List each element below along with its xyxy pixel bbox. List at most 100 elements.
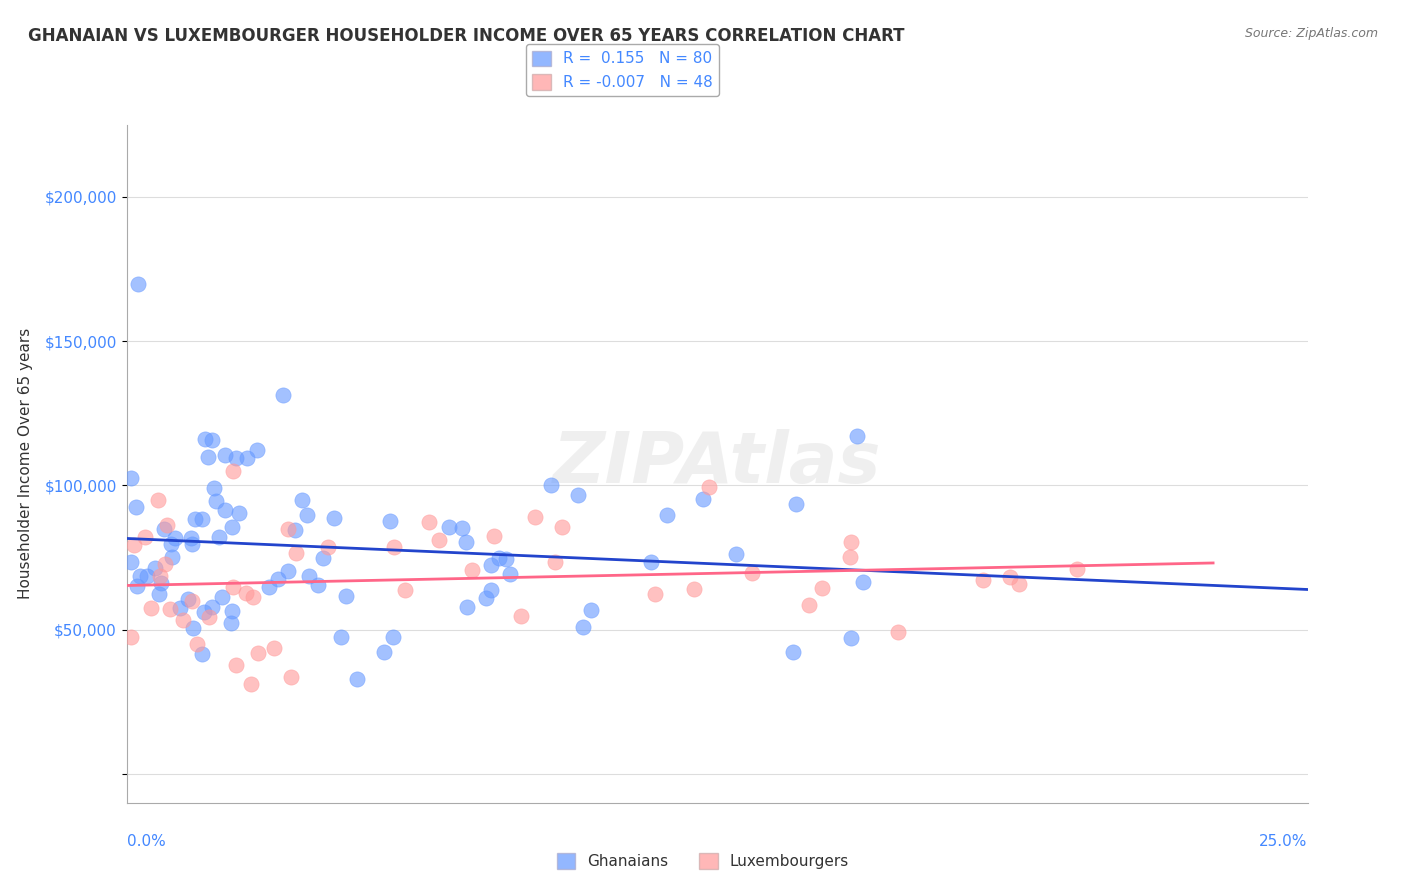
Point (160, 537, 183, 551)
Point (839, 550, 862, 565)
Point (1008, 577, 1031, 591)
Point (181, 537, 204, 551)
Point (120, 471, 142, 485)
Point (846, 428, 869, 442)
Y-axis label: Householder Income Over 65 years: Householder Income Over 65 years (18, 328, 34, 599)
Point (488, 550, 510, 565)
Point (307, 578, 329, 592)
Point (202, 481, 225, 495)
Point (682, 582, 704, 597)
Point (284, 546, 307, 560)
Point (214, 503, 236, 517)
Point (122, 538, 145, 552)
Point (295, 508, 318, 522)
Point (194, 432, 217, 446)
Point (149, 568, 172, 582)
Point (207, 530, 229, 544)
Point (456, 600, 478, 615)
Point (163, 531, 186, 545)
Point (291, 492, 314, 507)
Point (851, 575, 873, 590)
Point (120, 555, 142, 569)
Point (524, 510, 547, 524)
Point (323, 511, 346, 525)
Point (143, 561, 166, 575)
Point (479, 582, 502, 597)
Point (429, 533, 451, 548)
Point (697, 480, 720, 494)
Point (139, 600, 162, 615)
Text: Source: ZipAtlas.com: Source: ZipAtlas.com (1244, 27, 1378, 40)
Point (152, 522, 174, 536)
Point (169, 601, 191, 615)
Point (572, 619, 595, 633)
Point (153, 557, 176, 571)
Point (127, 579, 149, 593)
Point (277, 564, 299, 578)
Point (211, 591, 233, 605)
Point (692, 491, 714, 506)
Point (451, 521, 474, 535)
Point (221, 520, 243, 534)
Point (198, 609, 221, 624)
Point (280, 670, 302, 684)
Point (579, 603, 602, 617)
Point (247, 646, 270, 660)
Point (298, 568, 321, 582)
Point (499, 567, 522, 582)
Point (437, 520, 460, 534)
Point (263, 640, 285, 655)
Point (346, 672, 368, 686)
Point (162, 549, 184, 564)
Point (236, 451, 259, 466)
Point (271, 387, 294, 401)
Point (235, 586, 257, 600)
Point (725, 548, 748, 562)
Point (382, 540, 405, 554)
Point (378, 514, 401, 528)
Point (284, 524, 307, 538)
Point (540, 478, 562, 492)
Point (127, 277, 149, 291)
Point (191, 512, 214, 526)
Point (1066, 561, 1088, 575)
Point (998, 569, 1021, 583)
Point (257, 580, 280, 594)
Point (456, 534, 478, 549)
Point (461, 563, 484, 577)
Point (972, 574, 994, 588)
Point (267, 572, 290, 586)
Point (225, 451, 247, 466)
Point (214, 448, 236, 462)
Point (148, 587, 170, 601)
Point (839, 631, 862, 645)
Point (741, 566, 763, 580)
Point (172, 613, 194, 627)
Point (510, 609, 533, 624)
Point (644, 587, 666, 601)
Point (135, 568, 157, 582)
Point (657, 508, 679, 522)
Point (180, 594, 202, 608)
Point (221, 604, 243, 618)
Point (180, 531, 202, 545)
Point (197, 450, 219, 464)
Point (149, 576, 172, 591)
Point (125, 500, 148, 514)
Point (193, 605, 215, 619)
Point (201, 599, 224, 614)
Point (799, 598, 821, 612)
Text: GHANAIAN VS LUXEMBOURGER HOUSEHOLDER INCOME OVER 65 YEARS CORRELATION CHART: GHANAIAN VS LUXEMBOURGER HOUSEHOLDER INC… (28, 27, 904, 45)
Point (567, 488, 589, 502)
Point (201, 434, 224, 448)
Point (785, 497, 807, 511)
Point (277, 522, 299, 536)
Point (312, 551, 335, 566)
Legend: R =  0.155   N = 80, R = -0.007   N = 48: R = 0.155 N = 80, R = -0.007 N = 48 (526, 45, 718, 96)
Text: 0.0%: 0.0% (127, 834, 166, 849)
Text: 25.0%: 25.0% (1260, 834, 1308, 849)
Point (239, 677, 262, 691)
Point (475, 591, 498, 606)
Point (382, 630, 405, 644)
Point (782, 645, 804, 659)
